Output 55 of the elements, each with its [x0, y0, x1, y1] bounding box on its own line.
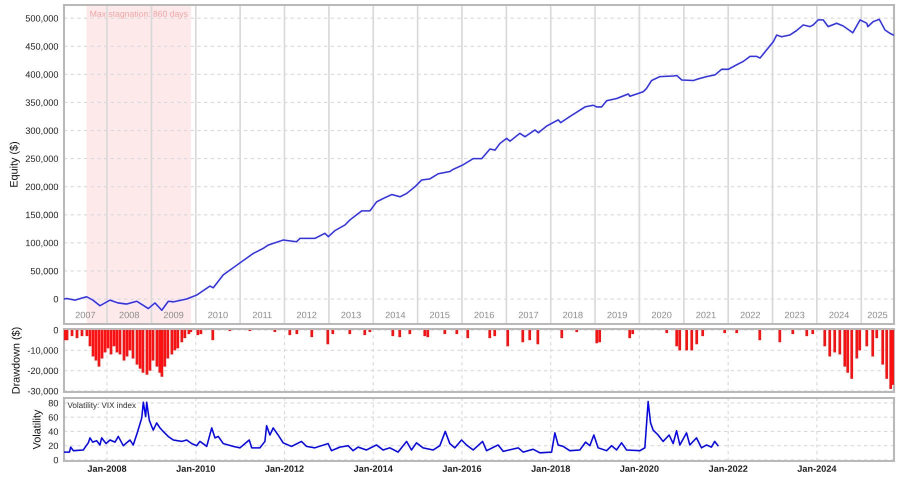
y-tick-label: 60	[48, 414, 58, 421]
x-tick-label: 2010	[208, 312, 228, 318]
y-tick-label: 200,000	[26, 184, 58, 192]
y-tick-label: 100,000	[26, 240, 58, 248]
x-tick-label: 2023	[784, 312, 804, 318]
y-tick-label: -30,000	[28, 388, 58, 396]
x-tick-label: 2015	[430, 312, 450, 318]
x-tick-label: Jan-2016	[442, 465, 482, 472]
y-tick-label: 350,000	[26, 99, 58, 107]
x-tick-label: 2025	[868, 312, 888, 318]
y-tick-label: 400,000	[26, 71, 58, 79]
x-tick-label: 2014	[386, 312, 406, 318]
x-tick-label: 2009	[164, 312, 184, 318]
x-tick-label: 2018	[563, 312, 583, 318]
x-tick-label: Jan-2014	[354, 465, 393, 472]
y-axis-title: Drawdown ($)	[12, 327, 22, 394]
y-tick-label: 150,000	[26, 212, 58, 220]
x-tick-label: 2022	[740, 312, 760, 318]
y-tick-label: 500,000	[26, 15, 58, 23]
x-tick-label: Jan-2012	[264, 465, 304, 472]
y-axis-title: Equity ($)	[9, 142, 20, 187]
x-tick-label: Jan-2008	[88, 465, 126, 472]
x-tick-label: Jan-2024	[797, 465, 836, 472]
x-tick-label: 2020	[652, 312, 672, 318]
y-tick-label: 0	[54, 456, 58, 464]
line-series	[64, 400, 719, 454]
y-tick-label: 0	[54, 296, 58, 302]
x-tick-label: Jan-2022	[708, 465, 748, 472]
x-tick-label: Jan-2018	[531, 465, 570, 472]
x-tick-label: 2012	[296, 312, 316, 318]
x-tick-label: 2016	[474, 312, 494, 318]
x-tick-label: 2021	[696, 312, 716, 318]
y-tick-label: 300,000	[26, 127, 58, 136]
x-tick-label: 2007	[76, 312, 96, 318]
annotation: Volatility: VIX index	[68, 402, 136, 410]
x-tick-label: 2024	[829, 312, 850, 318]
y-tick-label: 80	[48, 400, 58, 406]
y-tick-label: 250,000	[26, 156, 58, 164]
y-tick-label: 450,000	[26, 43, 58, 51]
y-axis-title: Volatility	[32, 410, 43, 450]
x-tick-label: Jan-2020	[620, 465, 659, 472]
x-tick-label: 2013	[341, 312, 361, 318]
x-tick-label: 2017	[518, 312, 538, 318]
x-tick-label: Jan-2010	[176, 465, 216, 472]
y-tick-label: 20	[48, 442, 58, 450]
line-series	[64, 18, 894, 312]
y-tick-label: 0	[54, 326, 58, 334]
x-tick-label: 2008	[119, 312, 140, 318]
y-tick-label: 40	[48, 428, 58, 435]
y-tick-label: 50,000	[30, 268, 58, 276]
x-tick-label: 2011	[252, 312, 272, 318]
band-label: Max stagnation: 860 days	[90, 10, 188, 19]
x-tick-label: 2019	[607, 312, 627, 318]
y-tick-label: -10,000	[28, 347, 58, 355]
y-tick-label: -20,000	[28, 368, 58, 376]
